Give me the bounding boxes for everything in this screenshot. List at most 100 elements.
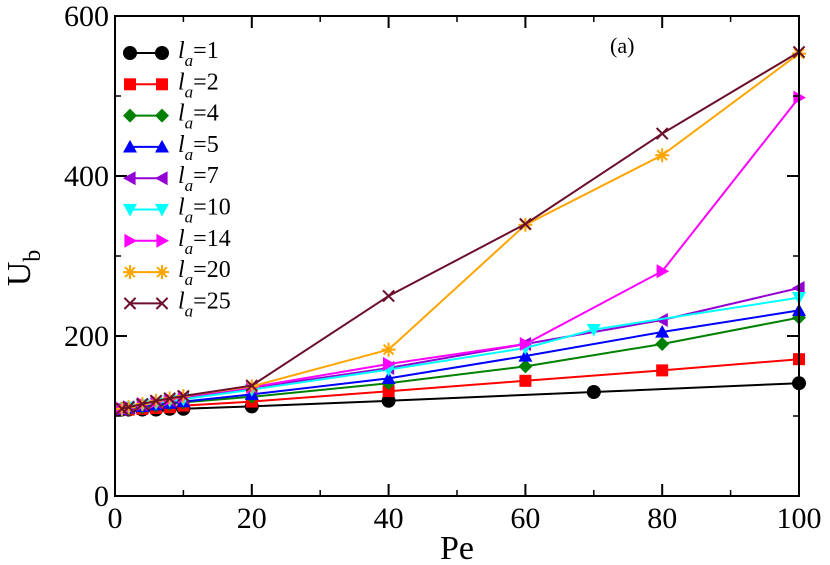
legend-marker: [123, 203, 137, 217]
legend-marker: [156, 233, 169, 248]
legend-entry: la=7: [123, 163, 219, 195]
legend-entry: la=14: [124, 226, 231, 258]
legend-var: l: [178, 288, 185, 314]
legend-label: la=7: [178, 163, 219, 195]
legend-marker: [124, 233, 137, 248]
legend-var: l: [178, 226, 185, 252]
legend-entry: la=20: [123, 257, 231, 289]
legend-entry: la=5: [123, 132, 219, 164]
legend-value: =5: [193, 132, 219, 158]
y-tick-label: 200: [64, 320, 109, 353]
legend-label: la=1: [178, 38, 219, 70]
legend-marker: [123, 139, 137, 153]
x-tick-label: 100: [777, 502, 822, 535]
x-tick-label: 0: [108, 502, 123, 535]
x-tick-label: 80: [647, 502, 677, 535]
legend-sub: a: [185, 239, 194, 258]
legend-var: l: [178, 257, 185, 283]
data-point: [655, 148, 670, 163]
data-point: [519, 374, 532, 387]
data-point: [655, 127, 669, 140]
svg-text:Ub: Ub: [1, 250, 46, 287]
legend-sub: a: [185, 51, 194, 70]
legend-var: l: [178, 163, 185, 189]
legend-marker: [123, 265, 137, 280]
data-point: [177, 389, 190, 403]
panel-annotation: (a): [610, 33, 634, 58]
legend-value: =14: [193, 226, 231, 252]
legend-marker: [123, 297, 137, 310]
series-line: [121, 96, 800, 410]
legend-var: l: [178, 195, 185, 221]
y-axis-title: Ub: [1, 250, 46, 287]
data-point: [149, 394, 163, 408]
ticks-layer: 0 20 40 60 80 100 0 200 400 600: [64, 0, 822, 535]
y-tick-label: 400: [64, 160, 109, 193]
legend-sub: a: [185, 145, 194, 164]
legend-label: la=4: [178, 101, 219, 133]
y-tick-label: 600: [64, 0, 109, 33]
data-point: [245, 379, 259, 392]
data-point: [586, 324, 601, 337]
legend-marker: [155, 297, 169, 310]
data-point: [518, 359, 533, 374]
data-point: [519, 337, 533, 351]
data-point: [163, 392, 177, 405]
data-point: [381, 342, 396, 357]
data-point: [381, 393, 396, 408]
x-tick-label: 20: [237, 502, 267, 535]
legend-entry: la=1: [123, 38, 219, 70]
legend-entry: la=4: [123, 101, 219, 133]
legend-value: =4: [193, 101, 219, 127]
legend-entry: la=2: [124, 69, 219, 101]
data-layer: [114, 45, 806, 417]
legend-marker: [123, 46, 137, 60]
legend-value: =20: [193, 257, 231, 283]
data-point: [656, 264, 670, 279]
series-l-a-2: [115, 353, 805, 416]
legend-marker: [155, 46, 169, 60]
legend-marker: [124, 78, 136, 91]
legend-sub: a: [185, 114, 194, 133]
data-point: [655, 325, 670, 338]
legend-marker: [155, 265, 169, 280]
data-point: [382, 289, 395, 303]
series-l-a-1: [114, 376, 806, 417]
legend-var: l: [178, 132, 185, 158]
legend-label: la=25: [178, 288, 231, 320]
data-point: [383, 357, 396, 371]
series-line: [121, 309, 800, 411]
legend-var: l: [178, 69, 185, 95]
series-line: [121, 316, 800, 411]
y-axis-title-base: U: [1, 262, 38, 287]
legend-sub: a: [185, 176, 194, 195]
x-tick-label: 60: [510, 502, 540, 535]
legend-value: =7: [193, 163, 219, 189]
legend-label: la=2: [178, 69, 219, 101]
legend-label: la=10: [178, 195, 231, 227]
data-point: [381, 371, 396, 384]
legend-sub: a: [185, 301, 194, 320]
data-point: [136, 397, 149, 411]
legend-value: =2: [193, 69, 219, 95]
legend-entry: la=10: [123, 195, 231, 227]
legend-label: la=5: [178, 132, 219, 164]
legend-marker: [155, 139, 169, 153]
legend-label: la=14: [178, 226, 231, 258]
legend-marker: [156, 78, 168, 91]
legend-sub: a: [185, 82, 194, 101]
legend-var: l: [178, 38, 185, 64]
data-point: [656, 364, 669, 377]
x-tick-label: 40: [374, 502, 404, 535]
y-axis-title-sub: b: [20, 250, 46, 262]
legend-label: la=20: [178, 257, 231, 289]
legend-marker: [123, 108, 137, 123]
legend-value: =10: [193, 195, 231, 221]
y-tick-label: 0: [94, 480, 109, 513]
legend-var: l: [178, 101, 185, 127]
data-point: [586, 385, 601, 399]
legend-value: =1: [193, 38, 219, 64]
legend-marker: [123, 171, 136, 186]
